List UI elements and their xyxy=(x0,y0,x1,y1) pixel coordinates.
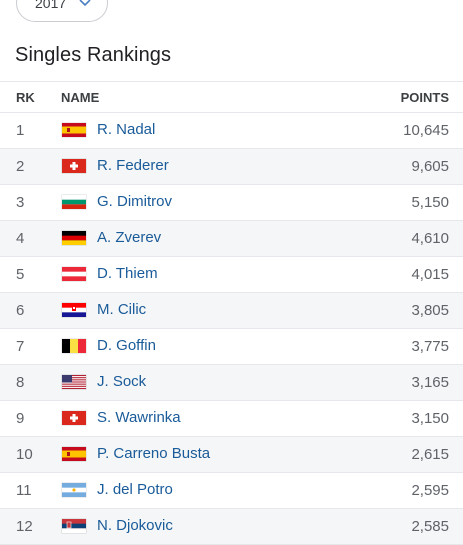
player-name-link[interactable]: S. Wawrinka xyxy=(97,409,181,426)
header-points: POINTS xyxy=(400,90,449,105)
rank-cell: 7 xyxy=(16,338,25,355)
argentina-flag-icon xyxy=(62,483,86,497)
table-row[interactable]: 6 M. Cilic 3,805 xyxy=(0,293,463,329)
page-title: Singles Rankings xyxy=(15,44,172,66)
switzerland-flag-icon xyxy=(62,411,86,425)
points-cell: 9,605 xyxy=(411,158,449,175)
points-cell: 4,610 xyxy=(411,230,449,247)
player-name-link[interactable]: A. Zverev xyxy=(97,229,162,246)
usa-flag-icon xyxy=(62,375,86,389)
rank-cell: 1 xyxy=(16,122,25,139)
bulgaria-flag-icon xyxy=(62,195,86,209)
serbia-flag-icon xyxy=(62,519,86,533)
points-cell: 3,775 xyxy=(411,338,449,355)
table-row[interactable]: 7 D. Goffin 3,775 xyxy=(0,329,463,365)
rank-cell: 3 xyxy=(16,194,25,211)
table-row[interactable]: 12 N. Djokovic 2,585 xyxy=(0,509,463,545)
spain-flag-icon xyxy=(62,447,86,461)
points-cell: 4,015 xyxy=(411,266,449,283)
table-row[interactable]: 9 S. Wawrinka 3,150 xyxy=(0,401,463,437)
table-row[interactable]: 8 J. Sock 3,165 xyxy=(0,365,463,401)
switzerland-flag-icon xyxy=(62,159,86,173)
year-select[interactable]: 2017 xyxy=(16,0,108,22)
player-name-link[interactable]: R. Federer xyxy=(97,157,169,174)
points-cell: 3,165 xyxy=(411,374,449,391)
rank-cell: 4 xyxy=(16,230,25,247)
points-cell: 3,805 xyxy=(411,302,449,319)
rank-cell: 6 xyxy=(16,302,25,319)
rank-cell: 2 xyxy=(16,158,25,175)
table-row[interactable]: 4 A. Zverev 4,610 xyxy=(0,221,463,257)
table-row[interactable]: 1 R. Nadal 10,645 xyxy=(0,113,463,149)
rank-cell: 5 xyxy=(16,266,25,283)
table-row[interactable]: 5 D. Thiem 4,015 xyxy=(0,257,463,293)
points-cell: 2,585 xyxy=(411,518,449,535)
germany-flag-icon xyxy=(62,231,86,245)
table-row[interactable]: 2 R. Federer 9,605 xyxy=(0,149,463,185)
table-row[interactable]: 11 J. del Potro 2,595 xyxy=(0,473,463,509)
year-select-value: 2017 xyxy=(35,0,67,11)
points-cell: 2,595 xyxy=(411,482,449,499)
rank-cell: 11 xyxy=(16,482,32,499)
points-cell: 10,645 xyxy=(403,122,449,139)
header-rank: RK xyxy=(16,90,35,105)
rankings-table: RK NAME POINTS 1 R. Nadal 10,645 2 R. Federe… xyxy=(0,81,463,545)
player-name-link[interactable]: D. Goffin xyxy=(97,337,156,354)
chevron-down-icon xyxy=(79,0,91,7)
austria-flag-icon xyxy=(62,267,86,281)
player-name-link[interactable]: D. Thiem xyxy=(97,265,158,282)
spain-flag-icon xyxy=(62,123,86,137)
player-name-link[interactable]: J. Sock xyxy=(97,373,147,390)
header-name: NAME xyxy=(61,90,100,105)
rank-cell: 8 xyxy=(16,374,25,391)
table-header: RK NAME POINTS xyxy=(0,81,463,113)
points-cell: 3,150 xyxy=(411,410,449,427)
table-row[interactable]: 3 G. Dimitrov 5,150 xyxy=(0,185,463,221)
player-name-link[interactable]: G. Dimitrov xyxy=(97,193,172,210)
rank-cell: 10 xyxy=(16,446,33,463)
table-row[interactable]: 10 P. Carreno Busta 2,615 xyxy=(0,437,463,473)
rank-cell: 9 xyxy=(16,410,25,427)
belgium-flag-icon xyxy=(62,339,86,353)
points-cell: 2,615 xyxy=(411,446,449,463)
player-name-link[interactable]: J. del Potro xyxy=(97,481,173,498)
points-cell: 5,150 xyxy=(411,194,449,211)
croatia-flag-icon xyxy=(62,303,86,317)
player-name-link[interactable]: P. Carreno Busta xyxy=(97,445,211,462)
table-body: 1 R. Nadal 10,645 2 R. Federer 9,605 3 G. Dimit… xyxy=(0,113,463,545)
player-name-link[interactable]: R. Nadal xyxy=(97,121,156,138)
player-name-link[interactable]: N. Djokovic xyxy=(97,517,173,534)
rank-cell: 12 xyxy=(16,518,33,535)
player-name-link[interactable]: M. Cilic xyxy=(97,301,147,318)
